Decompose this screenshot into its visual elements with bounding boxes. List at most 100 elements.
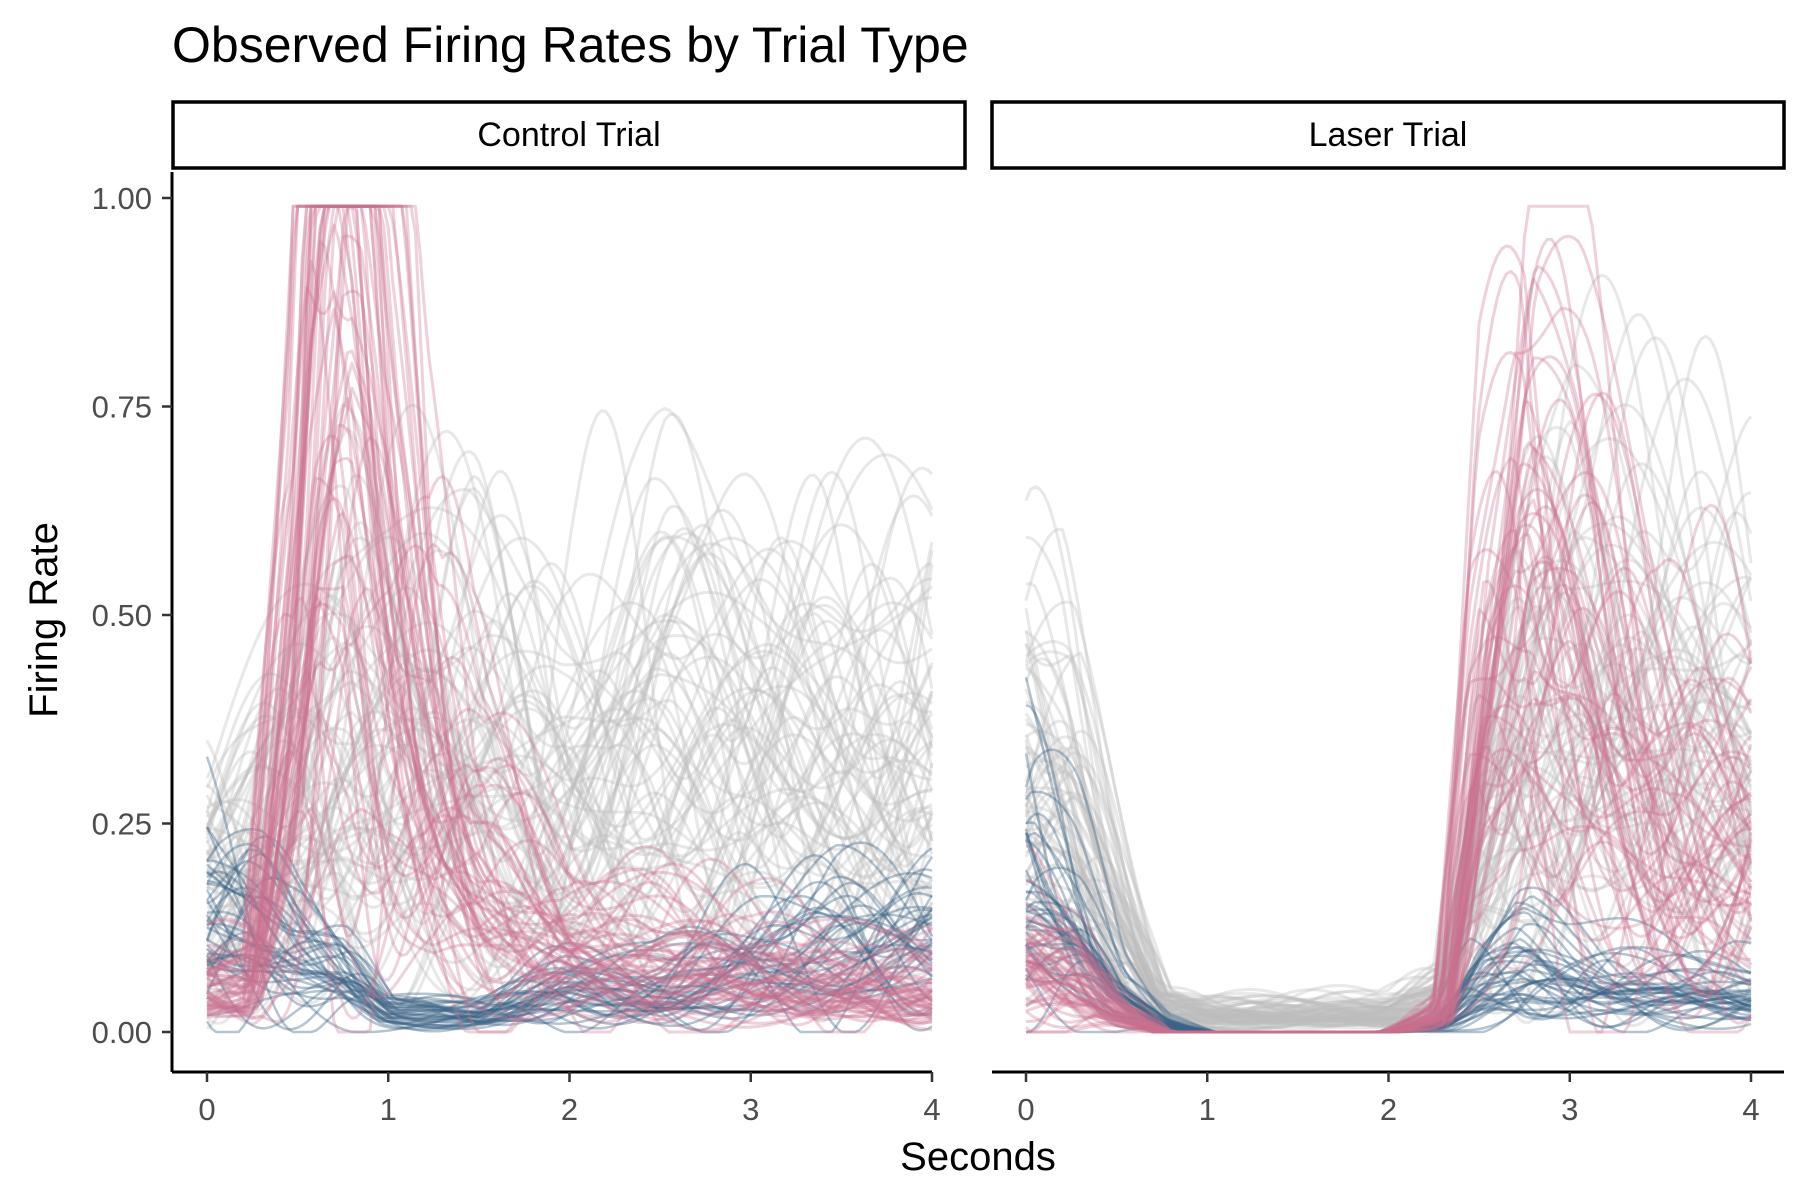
series-line-gray <box>206 473 934 987</box>
series-line-blue <box>1025 831 1752 1034</box>
series-line-gray <box>1024 605 1753 1026</box>
series-line-pink <box>1025 665 1753 1034</box>
series-line-gray <box>1025 642 1752 1027</box>
series-line-blue <box>1024 790 1752 1034</box>
series-line-gray <box>205 673 934 992</box>
series-line-blue <box>206 940 933 1028</box>
series-line-gray <box>1024 715 1753 1023</box>
series-line-blue <box>206 960 932 1024</box>
series-line-blue <box>1025 919 1752 1034</box>
x-tick-label: 1 <box>1199 1092 1216 1127</box>
series-line-blue <box>1025 821 1752 1034</box>
axes: 0.00 0.25 0.50 0.75 1.00 0 1 2 3 4 0 1 2 3 4 <box>92 172 1784 1127</box>
series-line-gray <box>1024 597 1753 1030</box>
series-line-gray <box>1025 742 1752 1034</box>
series-line-gray <box>205 662 934 1014</box>
x-tick-label: 3 <box>742 1092 759 1127</box>
series-line-gray <box>205 494 934 894</box>
series-line-gray <box>1024 696 1753 1024</box>
series-line-gray <box>1024 690 1752 1022</box>
series-line-pink <box>206 423 933 1013</box>
series-line-pink <box>206 204 933 1016</box>
series-line-gray <box>206 590 933 858</box>
chart-title: Observed Firing Rates by Trial Type <box>172 17 969 73</box>
series-line-blue <box>1024 869 1752 1034</box>
series-line-pink <box>206 204 933 1027</box>
series-line-blue <box>206 926 933 1020</box>
series-line-gray <box>205 531 934 922</box>
x-tick-label: 2 <box>561 1092 578 1127</box>
series-line-blue <box>205 914 933 1020</box>
series-line-pink <box>1025 446 1753 1034</box>
series-line-pink <box>1024 635 1753 1034</box>
series-line-blue <box>1025 972 1752 1034</box>
series-line-blue <box>205 906 933 1030</box>
series-line-pink <box>206 259 933 1026</box>
series-line-gray <box>206 504 934 961</box>
series-line-blue <box>206 879 933 1014</box>
series-line-gray <box>206 625 934 948</box>
series-line-blue <box>1025 948 1752 1034</box>
series-line-blue <box>205 842 933 1030</box>
series-line-gray <box>205 667 933 890</box>
series-line-gray <box>1025 648 1753 1025</box>
series-line-blue <box>1024 866 1752 1034</box>
series-line-gray <box>205 609 933 856</box>
series-line-gray <box>1025 596 1752 1029</box>
series-line-blue <box>205 826 933 1028</box>
series-line-pink <box>1024 675 1753 1034</box>
series-line-gray <box>1024 791 1753 1027</box>
series-line-pink <box>1025 356 1753 1034</box>
panel-control-trial: Control Trial <box>171 100 967 1034</box>
series-line-gray <box>206 667 934 976</box>
series-line-gray <box>205 506 934 845</box>
series-line-pink <box>1024 493 1753 1034</box>
series-line-gray <box>206 579 934 889</box>
series-line-pink <box>206 435 933 1012</box>
series-line-gray <box>1025 722 1752 1032</box>
series-line-gray <box>206 409 934 1030</box>
series-line-pink <box>1024 355 1753 1034</box>
series-line-gray <box>1025 585 1753 1030</box>
strip-label-control-trial: Control Trial <box>477 116 660 154</box>
series-line-pink <box>1025 606 1753 1034</box>
series-line-pink <box>206 204 933 1034</box>
series-line-pink <box>205 496 933 1016</box>
series-line-blue <box>1025 879 1752 1034</box>
x-tick-label: 4 <box>923 1092 940 1127</box>
series-line-blue <box>205 872 933 1014</box>
series-line-pink <box>206 476 933 1016</box>
series-line-gray <box>1024 613 1753 1031</box>
series-line-gray <box>206 403 934 967</box>
series-line-pink <box>1025 548 1753 1034</box>
series-line-pink <box>206 204 933 971</box>
series-line-gray <box>206 534 933 928</box>
series-line-pink <box>206 204 933 985</box>
series-line-pink <box>1025 244 1752 1034</box>
series-line-pink <box>1025 456 1753 1034</box>
series-line-gray <box>206 723 933 926</box>
series-line-pink <box>1024 557 1753 1034</box>
series-line-gray <box>205 450 934 901</box>
series-line-gray <box>1024 415 1753 1026</box>
series-line-gray <box>1025 605 1753 1030</box>
y-tick-label: 0.75 <box>92 390 152 425</box>
series-line-gray <box>206 643 933 967</box>
series-line-gray <box>206 601 934 888</box>
series-line-pink <box>1024 770 1753 1034</box>
series-line-blue <box>206 921 933 1025</box>
panel-laser-trial: Laser Trial <box>990 100 1786 1034</box>
series-line-blue <box>1024 812 1752 1034</box>
series-line-gray <box>206 743 933 985</box>
series-line-blue <box>1025 918 1752 1034</box>
series-line-blue <box>206 904 933 1028</box>
series-line-gray <box>206 619 934 999</box>
series-line-pink <box>1025 487 1752 1034</box>
series-line-blue <box>1025 909 1752 1034</box>
series-line-gray <box>1024 591 1753 1023</box>
series-line-gray <box>206 669 933 972</box>
series-line-gray <box>1025 522 1753 1021</box>
series-line-gray <box>1025 775 1753 1025</box>
series-line-gray <box>205 689 933 992</box>
series-line-blue <box>1024 912 1752 1034</box>
